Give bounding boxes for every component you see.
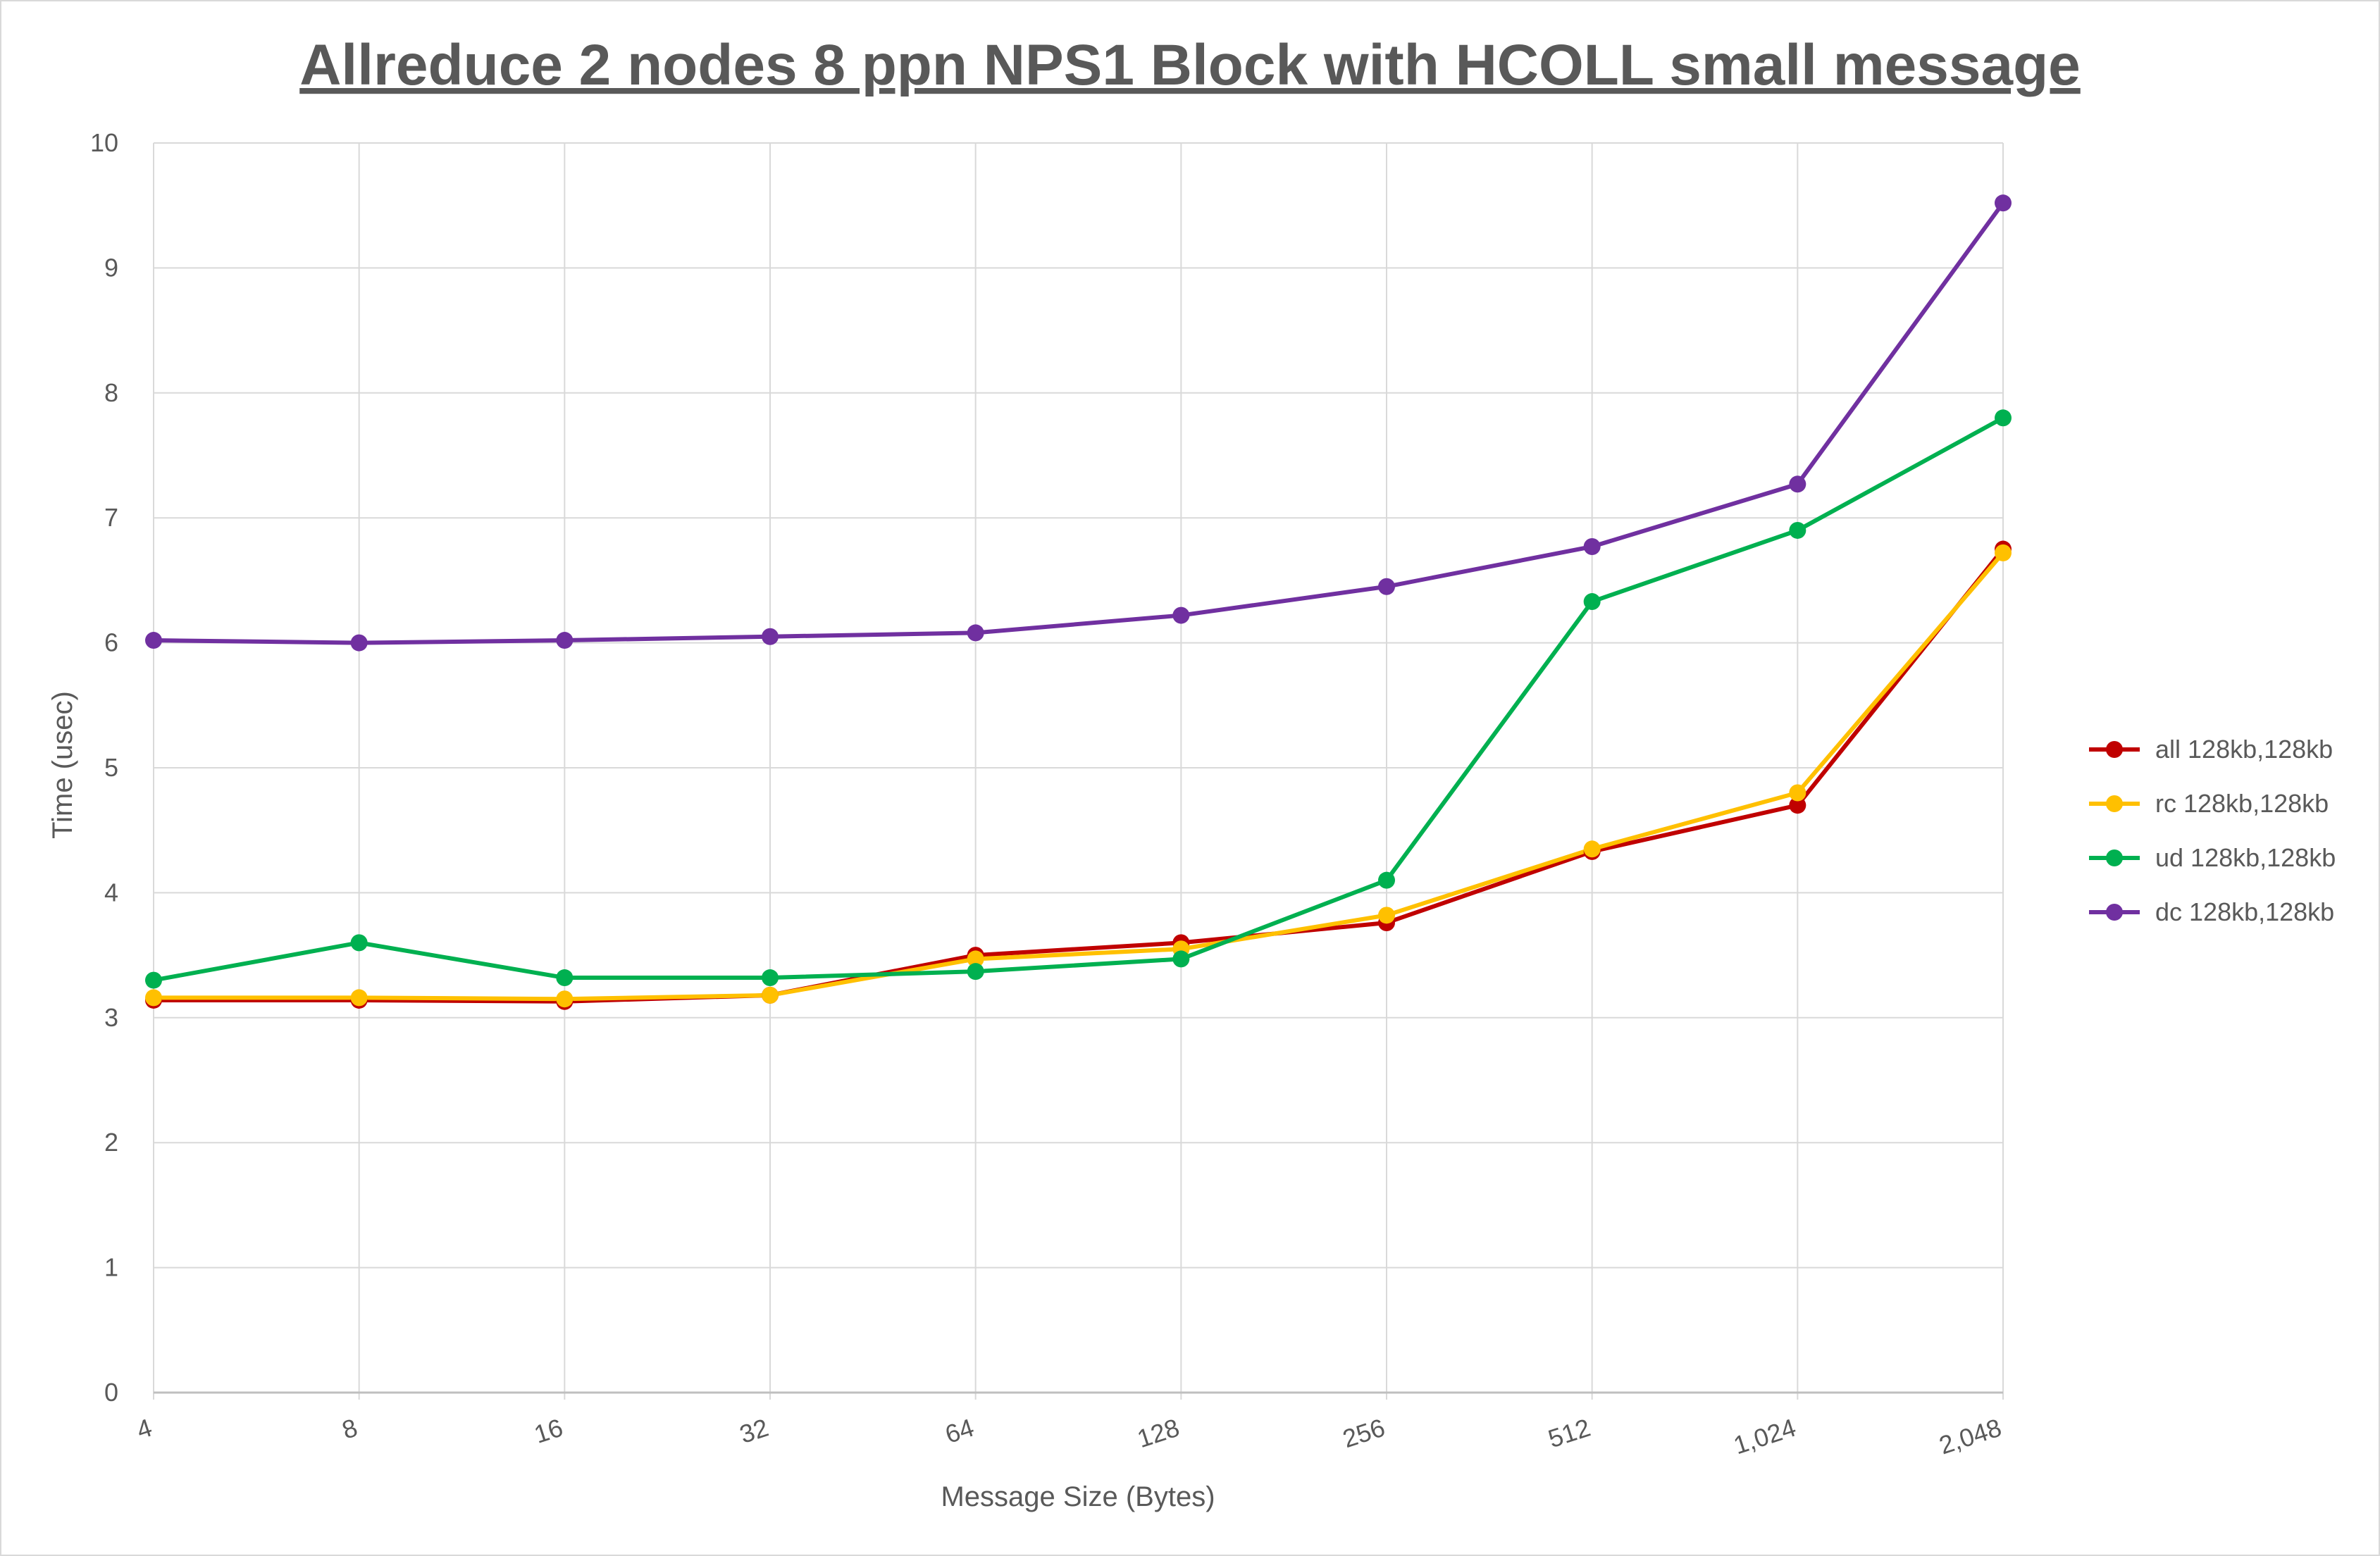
legend-item: ud 128kb,128kb: [2089, 843, 2336, 872]
y-tick-label: 3: [104, 1003, 118, 1032]
y-axis-ticks: 0 1 2 3 4 5 6 7 8 9 10: [90, 128, 118, 1407]
y-tick-label: 5: [104, 753, 118, 782]
legend-marker: [2106, 795, 2123, 812]
data-point: [967, 950, 984, 968]
y-tick-label: 1: [104, 1253, 118, 1282]
data-point: [1172, 606, 1190, 624]
y-tick-label: 4: [104, 878, 118, 907]
data-point: [1583, 593, 1601, 611]
x-tick-label: 128: [1134, 1413, 1183, 1454]
series-lines: [151, 201, 2005, 1004]
x-axis-label: Message Size (Bytes): [941, 1481, 1215, 1512]
data-point: [1378, 907, 1395, 924]
legend-label: all 128kb,128kb: [2155, 735, 2333, 764]
data-point: [762, 969, 779, 987]
legend-label: dc 128kb,128kb: [2155, 897, 2334, 926]
x-tick-label: 2,048: [1935, 1413, 2004, 1460]
data-point: [145, 971, 162, 989]
gridlines: [153, 142, 2004, 1400]
data-point: [556, 990, 574, 1008]
data-point: [1789, 784, 1806, 802]
legend-marker: [2106, 849, 2123, 866]
legend-item: all 128kb,128kb: [2089, 735, 2333, 764]
x-tick-label: 32: [736, 1413, 772, 1449]
data-point: [350, 989, 368, 1007]
data-point: [1789, 521, 1806, 539]
series-line-3: [151, 201, 2005, 645]
data-point: [1583, 840, 1601, 858]
y-tick-label: 9: [104, 253, 118, 282]
x-tick-label: 256: [1339, 1413, 1389, 1454]
data-point: [762, 986, 779, 1004]
data-point: [967, 624, 984, 642]
legend-label: ud 128kb,128kb: [2155, 843, 2336, 872]
data-point: [1995, 409, 2012, 427]
chart-title: Allreduce 2 nodes 8 ppn NPS1 Block with …: [299, 33, 2081, 97]
data-point: [967, 963, 984, 981]
y-tick-label: 10: [90, 128, 118, 157]
y-tick-label: 6: [104, 628, 118, 657]
series-line-1: [151, 550, 2005, 1002]
y-tick-label: 8: [104, 378, 118, 407]
data-point: [762, 628, 779, 645]
data-point: [556, 632, 574, 649]
data-point: [145, 989, 162, 1007]
data-point: [1583, 538, 1601, 556]
legend-marker: [2106, 741, 2123, 758]
legend-marker: [2106, 904, 2123, 921]
x-tick-label: 4: [133, 1413, 156, 1445]
legend-label: rc 128kb,128kb: [2155, 789, 2329, 818]
series-points: [145, 194, 2012, 1010]
data-point: [1995, 194, 2012, 212]
x-tick-label: 1,024: [1730, 1413, 1799, 1460]
legend: all 128kb,128kb rc 128kb,128kb ud 128kb,12…: [2089, 735, 2336, 926]
legend-item: rc 128kb,128kb: [2089, 789, 2329, 818]
y-axis-label: Time (usec): [47, 691, 78, 839]
data-point: [1995, 544, 2012, 561]
y-tick-label: 0: [104, 1378, 118, 1407]
data-point: [1378, 871, 1395, 889]
x-axis-ticks: 4 8 16 32 64 128 256 512 1,024 2,048: [133, 1413, 2005, 1460]
data-point: [350, 634, 368, 652]
data-point: [1378, 578, 1395, 595]
x-tick-label: 16: [531, 1413, 566, 1449]
series-line-0: [151, 547, 2005, 1004]
data-point: [350, 934, 368, 952]
data-point: [1789, 797, 1806, 814]
legend-item: dc 128kb,128kb: [2089, 897, 2334, 926]
x-tick-label: 512: [1544, 1413, 1594, 1454]
data-point: [1789, 475, 1806, 493]
x-tick-label: 64: [941, 1413, 977, 1449]
data-point: [145, 632, 162, 649]
series-line-2: [151, 416, 2005, 983]
x-tick-label: 8: [338, 1413, 361, 1445]
data-point: [556, 969, 574, 987]
y-tick-label: 7: [104, 503, 118, 532]
y-tick-label: 2: [104, 1128, 118, 1157]
data-point: [1172, 950, 1190, 968]
